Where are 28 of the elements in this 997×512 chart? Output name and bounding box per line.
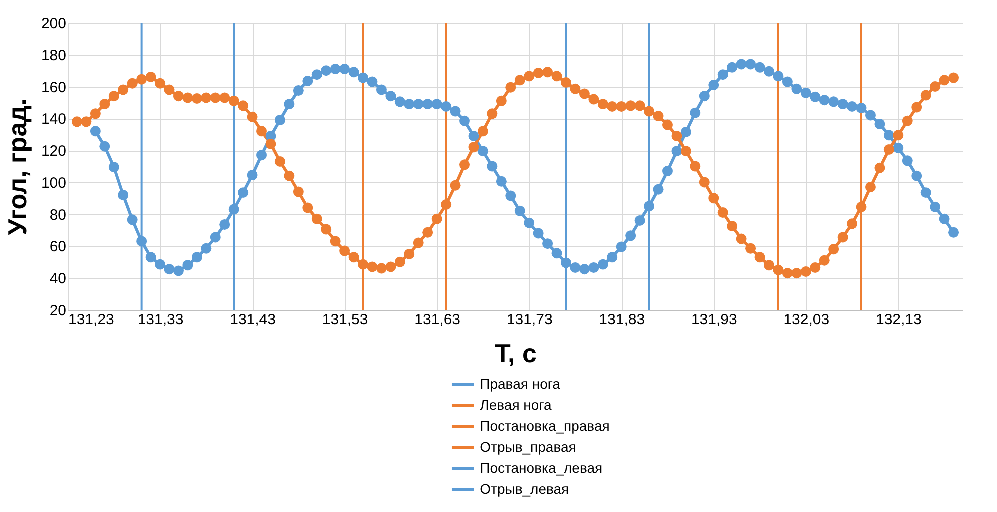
y-tick-label: 140 [41, 111, 66, 128]
legend-label: Отрыв_левая [480, 481, 570, 497]
x-tick-label: 131,63 [414, 312, 461, 328]
y-tick-label: 20 [50, 302, 66, 320]
y-tick-label: 100 [41, 174, 66, 192]
x-tick-label: 131,83 [599, 312, 646, 328]
y-axis-title: Угол, град. [2, 98, 32, 236]
y-tick-label: 40 [50, 270, 66, 288]
x-tick-label: 131,23 [68, 312, 114, 328]
y-tick-label: 120 [41, 143, 66, 160]
legend-label: Левая нога [480, 397, 552, 413]
legend-label: Отрыв_правая [480, 439, 576, 455]
y-tick-label: 160 [41, 79, 66, 96]
y-tick-label: 180 [41, 47, 66, 64]
y-tick-label: 60 [50, 238, 66, 256]
x-tick-label: 131,43 [230, 312, 276, 328]
x-tick-label: 131,73 [506, 312, 553, 328]
x-tick-label: 131,53 [322, 312, 368, 328]
legend-label: Постановка_левая [480, 460, 603, 476]
y-tick-label: 80 [50, 206, 66, 224]
x-axis-title: T, с [495, 338, 537, 368]
x-tick-label: 132,13 [876, 312, 922, 328]
x-tick-label: 131,93 [691, 312, 738, 328]
y-tick-label: 200 [41, 16, 66, 32]
legend-label: Постановка_правая [480, 418, 610, 434]
legend-label: Правая нога [480, 376, 561, 392]
x-tick-label: 132,03 [784, 312, 830, 328]
x-tick-label: 131,33 [138, 312, 184, 328]
